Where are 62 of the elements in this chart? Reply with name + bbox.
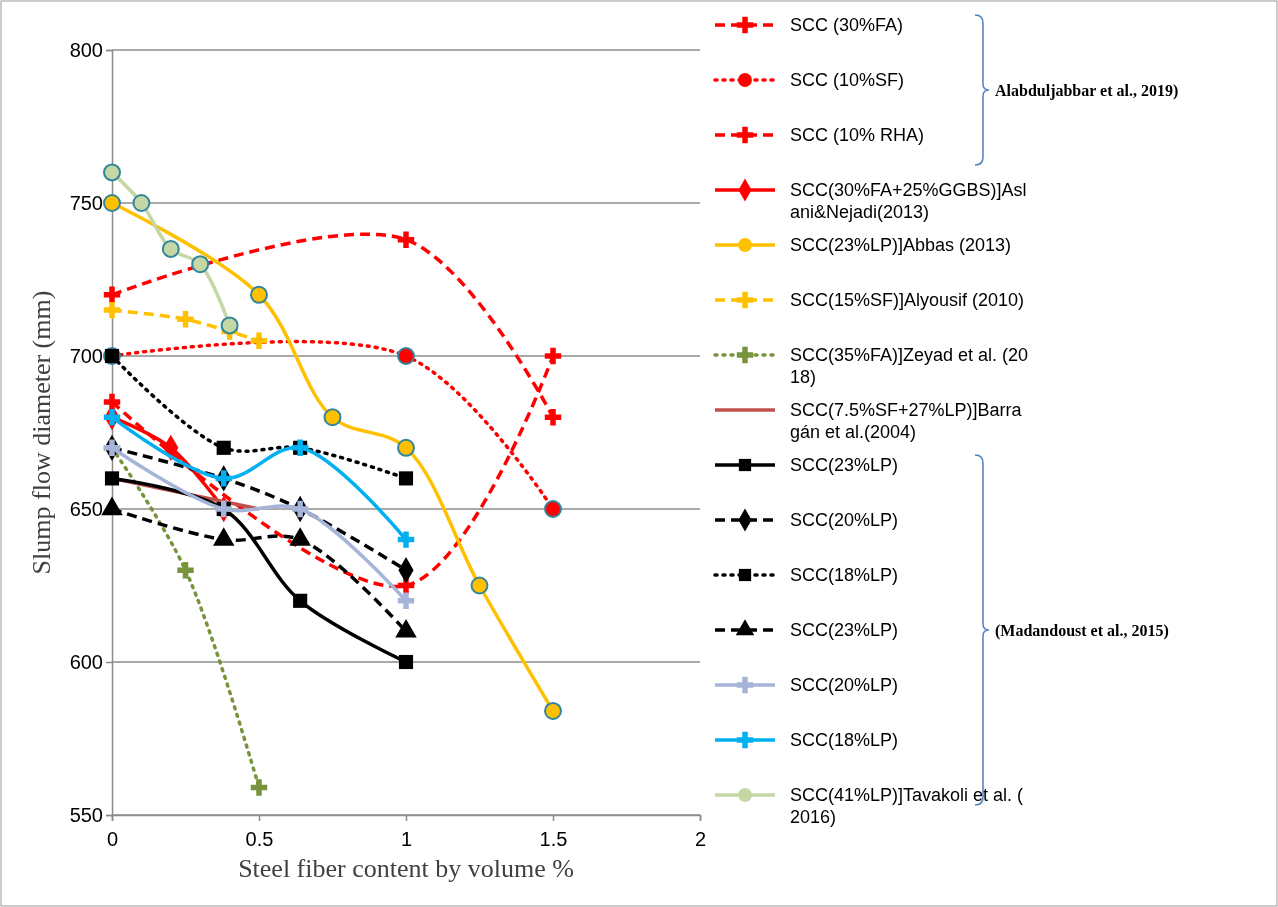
point — [191, 255, 210, 274]
legend-label: SCC(18%LP) — [790, 730, 899, 750]
text: Alabduljabbar et al., 2019) — [995, 82, 1179, 100]
point — [103, 286, 121, 304]
legend-label: SCC (10%SF) — [790, 70, 905, 90]
text: (Madandoust et al., 2015) — [995, 622, 1169, 640]
point — [397, 347, 415, 365]
point — [103, 408, 121, 426]
legend-label: SCC(41%LP)]Tavakoli et al. (2016) — [790, 785, 1024, 827]
legend-label: SCC(23%LP) — [790, 455, 899, 475]
legend-label: SCC(30%FA+25%GGBS)]Aslani&Nejadi(2013) — [790, 180, 1027, 222]
point — [470, 576, 489, 595]
point — [220, 316, 239, 335]
point — [103, 163, 121, 182]
point — [103, 301, 121, 319]
point — [397, 438, 415, 457]
x-tick-label: 2 — [694, 828, 707, 850]
point — [161, 239, 180, 258]
x-tick-label: 0.5 — [245, 828, 274, 850]
legend-label: SCC(20%LP) — [790, 675, 899, 695]
point — [215, 470, 232, 487]
point — [323, 408, 342, 427]
legend-label: SCC (10% RHA) — [790, 125, 925, 145]
point — [132, 194, 151, 212]
point — [293, 593, 308, 608]
point — [544, 702, 562, 720]
point — [544, 347, 562, 365]
point — [177, 311, 194, 328]
point — [397, 592, 415, 610]
point — [398, 654, 414, 670]
point — [250, 332, 268, 349]
legend-label: SCC(20%LP) — [790, 510, 899, 530]
x-tick-label: 1.5 — [539, 828, 568, 850]
y-tick-label: 550 — [69, 803, 103, 826]
point — [398, 471, 414, 486]
y-tick-label: 800 — [69, 38, 103, 61]
point — [250, 779, 268, 796]
legend-label: SCC(15%SF)]Alyousif (2010) — [790, 290, 1025, 310]
point — [177, 561, 194, 579]
y-tick-label: 750 — [69, 191, 103, 214]
x-axis-title: Steel fiber content by volume % — [238, 854, 574, 883]
point — [291, 500, 309, 518]
point — [544, 500, 562, 518]
point — [397, 231, 415, 248]
y-tick-label: 650 — [69, 497, 103, 520]
y-tick-label: 700 — [69, 344, 103, 367]
x-tick-label: 1 — [400, 828, 413, 850]
legend-label: SCC(23%LP) — [790, 620, 899, 640]
point — [104, 471, 120, 486]
point — [250, 285, 268, 304]
point — [544, 408, 562, 426]
legend-label: SCC(18%LP) — [790, 565, 899, 585]
y-axis-title: Slump flow diameter (mm) — [27, 290, 56, 575]
legend-label: SCC(7.5%SF+27%LP)]Barragán et al.(2004) — [790, 400, 1023, 442]
legend-label: SCC(35%FA)]Zeyad et al. (2018) — [790, 345, 1029, 387]
x-tick-label: 0 — [106, 828, 119, 850]
point — [397, 531, 415, 548]
point — [216, 440, 231, 455]
legend-label: SCC (30%FA) — [790, 15, 904, 35]
legend-label: SCC(23%LP)]Abbas (2013) — [790, 235, 1012, 255]
point — [103, 194, 121, 212]
y-tick-label: 600 — [69, 650, 103, 673]
